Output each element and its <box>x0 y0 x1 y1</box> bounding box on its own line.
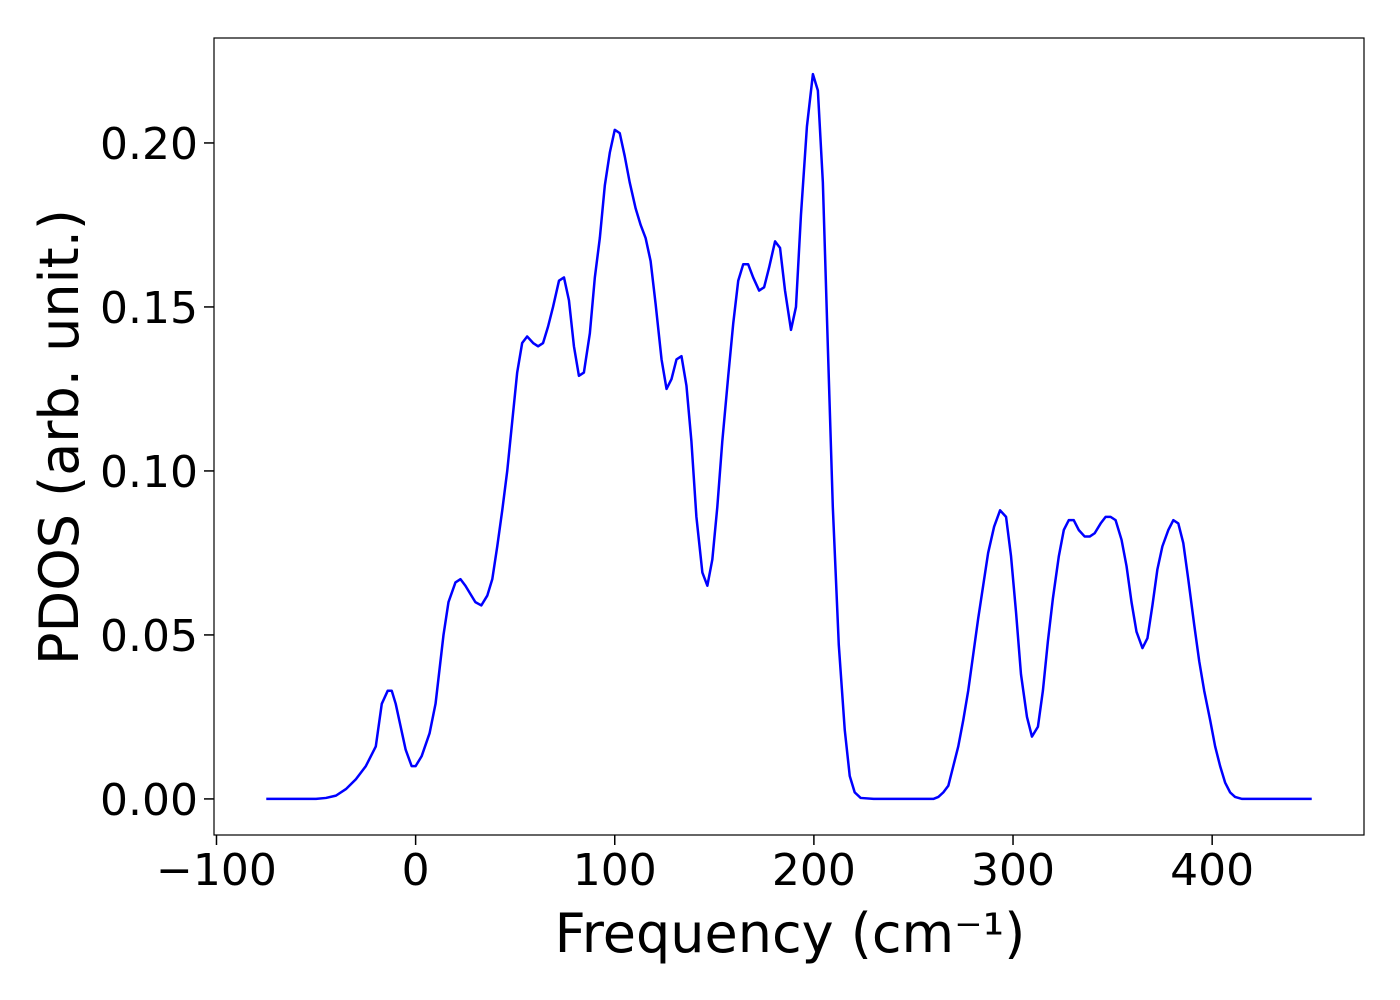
y-axis-label: PDOS (arb. unit.) <box>28 209 91 665</box>
y-tick-label: 0.15 <box>100 283 198 334</box>
y-tick-label: 0.10 <box>100 447 198 498</box>
y-tick-label: 0.20 <box>100 119 198 170</box>
x-tick-label: 300 <box>971 845 1055 896</box>
data-line <box>266 72 1312 801</box>
x-tick-label: 400 <box>1170 845 1254 896</box>
y-tick-label: 0.05 <box>100 611 198 662</box>
plot-frame <box>213 37 1365 836</box>
x-axis-label: Frequency (cm⁻¹) <box>555 902 1026 965</box>
x-tick-label: 100 <box>573 845 657 896</box>
x-tick-label: 0 <box>402 845 430 896</box>
x-tick-label: −100 <box>156 845 277 896</box>
x-tick-label: 200 <box>772 845 856 896</box>
y-tick-label: 0.00 <box>100 775 198 826</box>
